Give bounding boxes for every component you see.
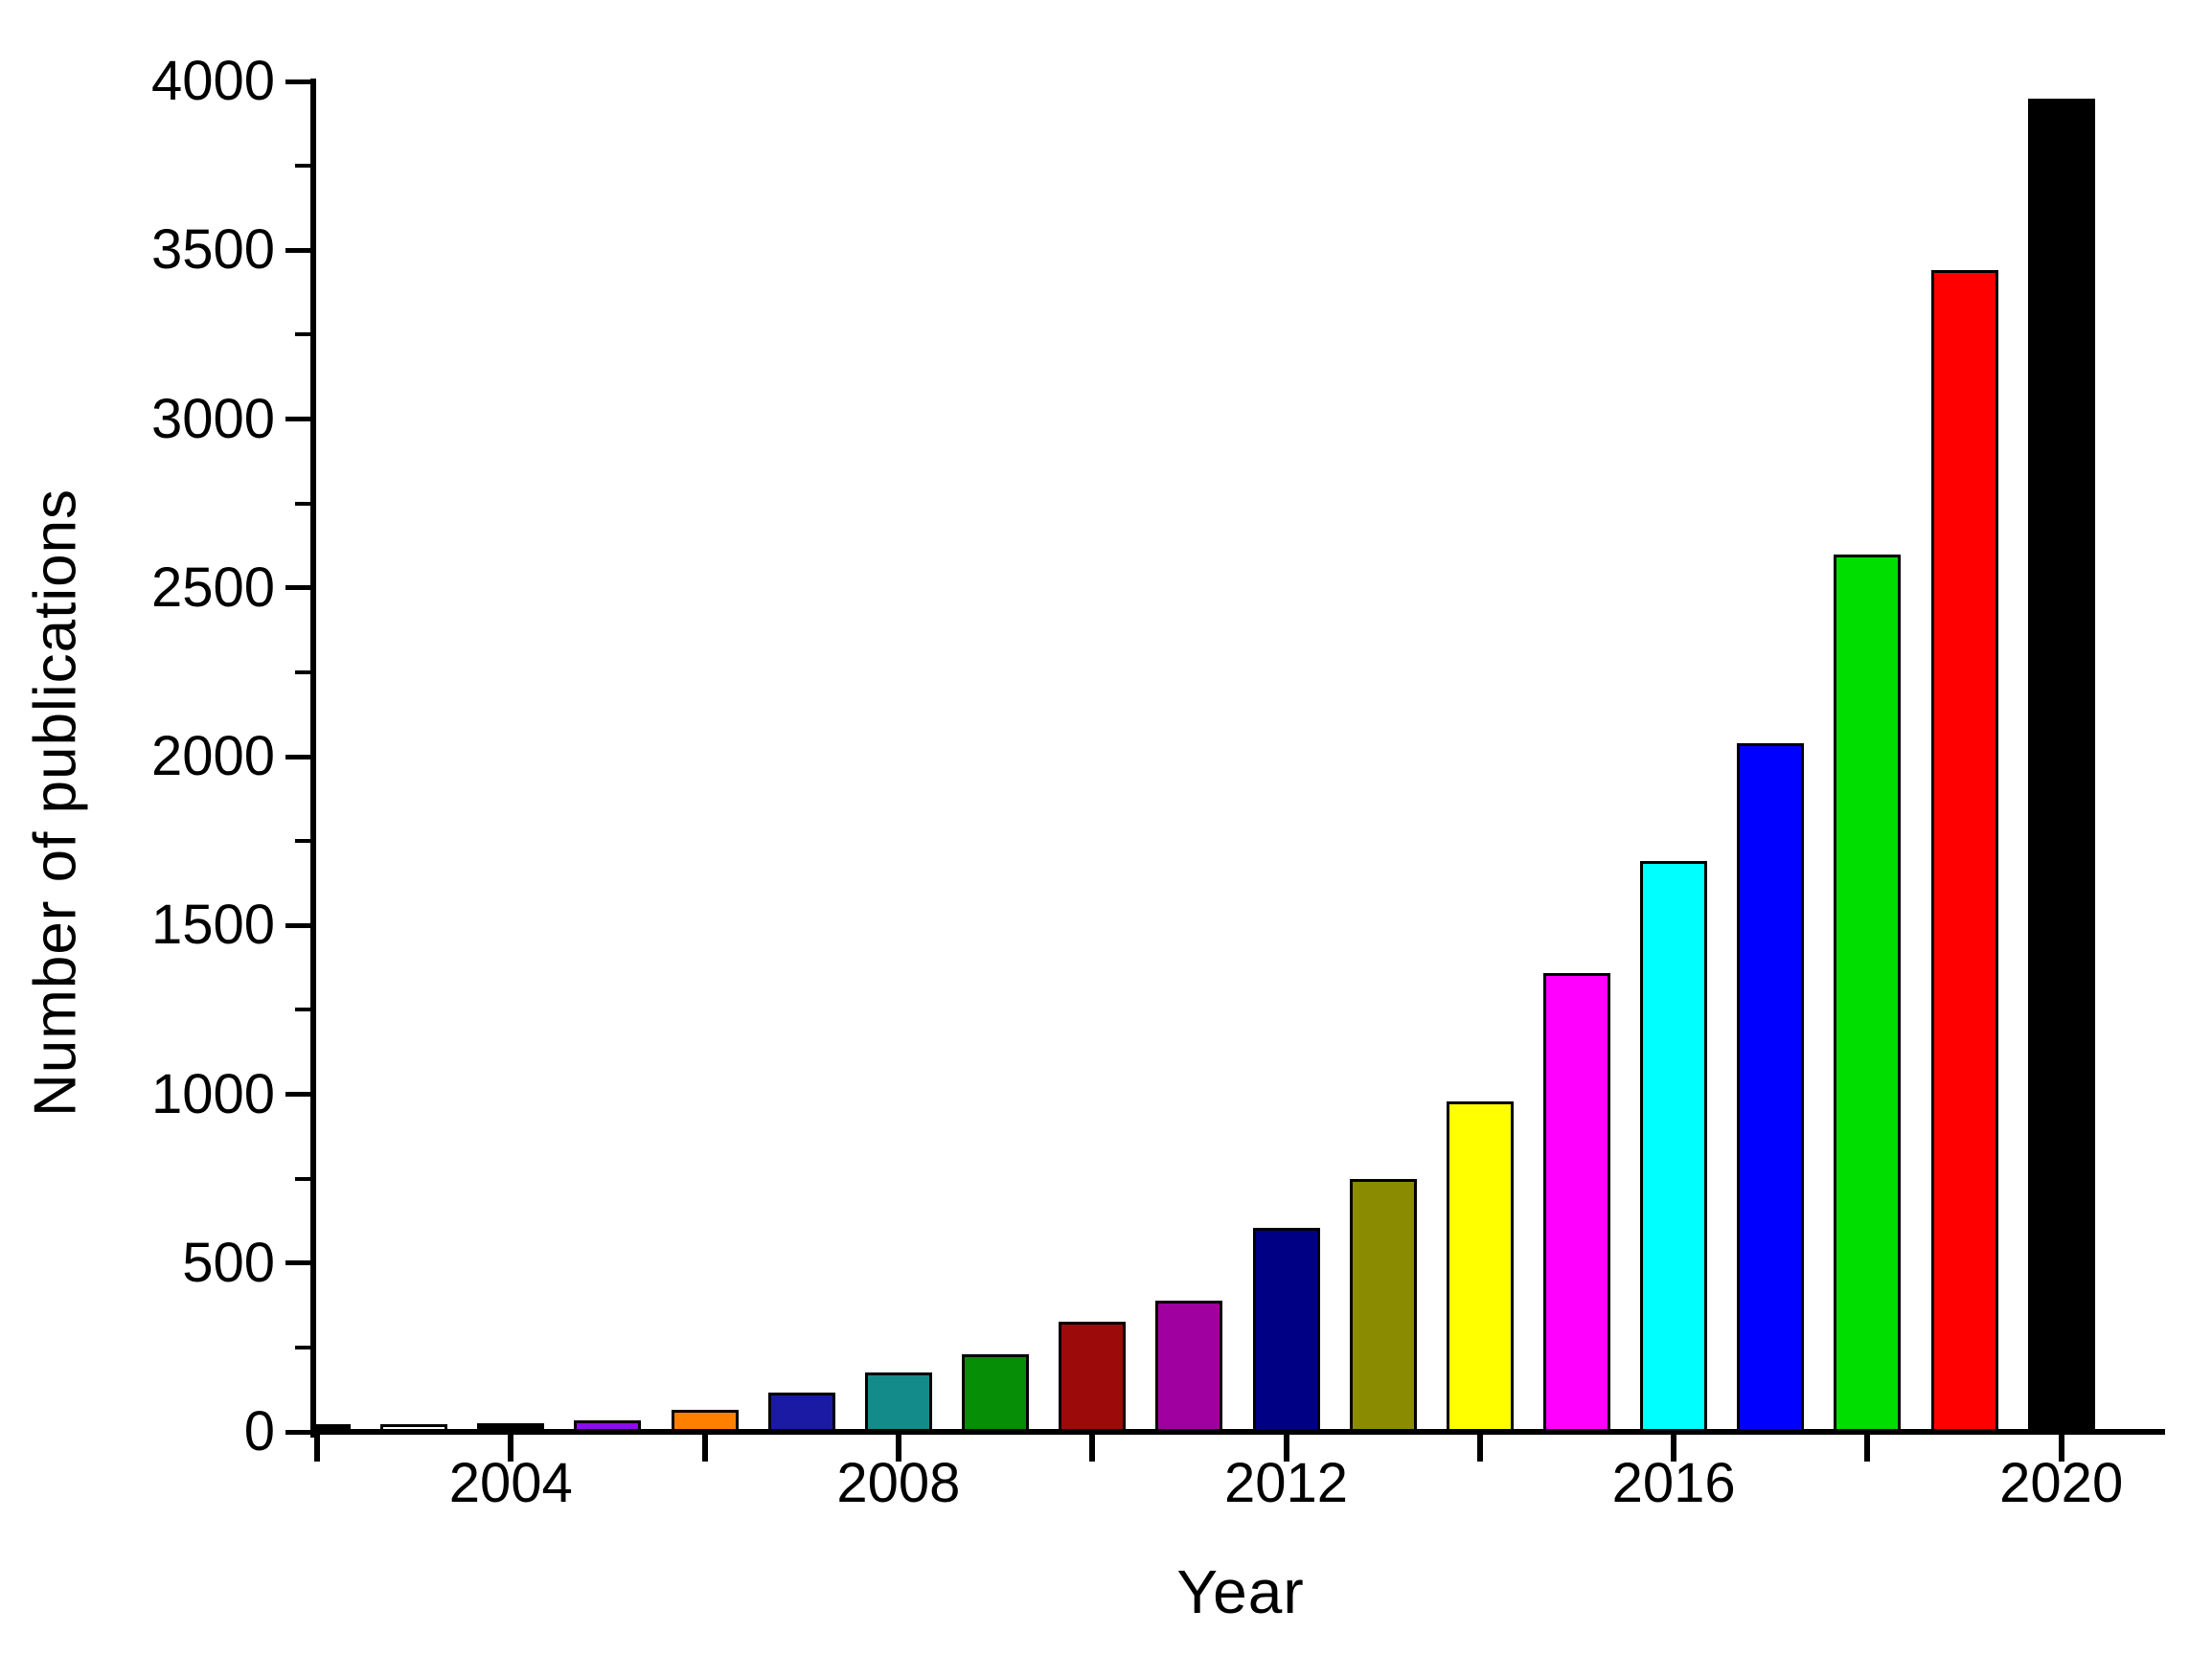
x-axis-label: Year xyxy=(1176,1557,1305,1626)
bar-2018 xyxy=(1834,554,1902,1432)
x-tick xyxy=(1283,1435,1289,1462)
x-tick xyxy=(1089,1435,1096,1462)
y-major-tick xyxy=(285,247,310,253)
bar-2016 xyxy=(1640,861,1708,1432)
bar-2019 xyxy=(1930,270,1998,1432)
x-tick-label: 2020 xyxy=(1999,1452,2124,1514)
y-major-tick xyxy=(285,1092,310,1097)
y-major-tick xyxy=(285,417,310,421)
bar-2011 xyxy=(1155,1300,1223,1432)
y-tick-label: 2500 xyxy=(150,556,275,619)
y-minor-tick xyxy=(295,1345,310,1349)
bar-2007 xyxy=(767,1393,835,1432)
x-axis-spine xyxy=(310,1429,2165,1435)
x-tick xyxy=(1671,1435,1677,1462)
x-tick xyxy=(508,1435,514,1462)
x-tick xyxy=(701,1435,708,1462)
y-major-tick xyxy=(285,1429,310,1435)
y-axis-spine xyxy=(310,79,316,1438)
plot-area xyxy=(316,81,2165,1432)
y-major-tick xyxy=(285,585,310,591)
y-minor-tick xyxy=(295,1176,310,1181)
y-tick-label: 1500 xyxy=(150,894,275,957)
y-tick-label: 500 xyxy=(182,1231,275,1294)
bar-2008 xyxy=(864,1372,932,1432)
x-tick xyxy=(314,1435,320,1462)
y-tick-label: 3500 xyxy=(150,218,275,282)
x-tick-label: 2016 xyxy=(1611,1452,1736,1514)
bar-2012 xyxy=(1252,1227,1320,1432)
y-minor-tick xyxy=(295,332,310,337)
bar-2020 xyxy=(2027,98,2095,1432)
y-minor-tick xyxy=(295,501,310,506)
bar-2010 xyxy=(1059,1322,1127,1432)
y-tick-label: 3000 xyxy=(150,387,275,450)
x-tick xyxy=(895,1435,901,1462)
x-tick xyxy=(1864,1435,1871,1462)
bar-2017 xyxy=(1737,742,1805,1432)
bar-2014 xyxy=(1446,1100,1514,1432)
y-major-tick xyxy=(285,754,310,760)
y-minor-tick xyxy=(295,164,310,169)
x-tick xyxy=(2058,1435,2064,1462)
y-tick-label: 4000 xyxy=(150,50,275,112)
y-tick-label: 0 xyxy=(243,1400,275,1463)
x-tick-label: 2008 xyxy=(836,1452,961,1514)
y-minor-tick xyxy=(295,669,310,674)
y-major-tick xyxy=(285,1260,310,1266)
y-major-tick xyxy=(285,79,310,84)
x-tick-label: 2004 xyxy=(448,1452,573,1514)
y-tick-label: 2000 xyxy=(150,725,275,787)
y-tick-label: 1000 xyxy=(150,1062,275,1125)
y-minor-tick xyxy=(295,1008,310,1012)
bar-2009 xyxy=(962,1353,1030,1432)
x-tick-label: 2012 xyxy=(1223,1452,1349,1514)
y-minor-tick xyxy=(295,839,310,844)
x-tick xyxy=(1476,1435,1483,1462)
bar-2013 xyxy=(1349,1178,1417,1432)
y-major-tick xyxy=(285,922,310,928)
bar-2015 xyxy=(1542,972,1610,1432)
